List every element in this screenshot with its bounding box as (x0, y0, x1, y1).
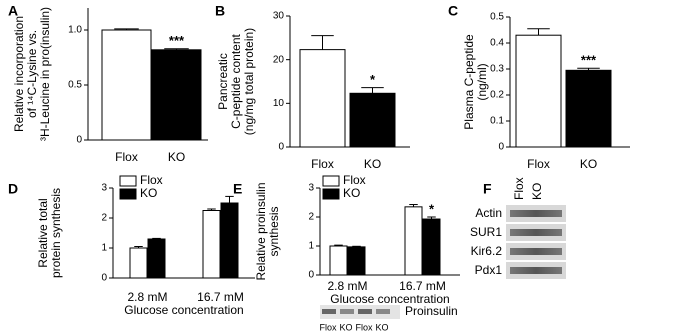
bar (515, 34, 562, 148)
blot-band (358, 309, 372, 314)
y-tick-label: 2 (101, 213, 107, 224)
x-tick-label: Flox (527, 157, 550, 171)
bar (129, 247, 148, 279)
panel-letter: B (215, 3, 225, 19)
blot-band (510, 210, 562, 217)
y-axis-label: synthesis (267, 206, 281, 256)
bar (422, 218, 441, 276)
y-tick-label: 1.0 (68, 25, 82, 36)
x-axis-label: Glucose concentration (330, 292, 449, 306)
blot-band (340, 309, 354, 314)
legend-label: Flox (140, 173, 163, 187)
y-tick-label: 0.2 (490, 90, 504, 101)
bar (151, 49, 202, 141)
annotation: *** (581, 53, 597, 68)
y-axis-label: Relative proinsulin (254, 182, 268, 280)
panel-letter: C (448, 3, 458, 19)
blot-lane-label: Flox (512, 177, 526, 200)
y-axis-label: (ng/mg total protein) (242, 28, 256, 135)
x-tick-label: Flox (115, 150, 138, 164)
y-axis-label: protein synthesis (49, 188, 63, 278)
y-tick-label: 0.5 (490, 12, 504, 23)
panel-letter: F (483, 181, 492, 197)
blot-band (376, 309, 390, 314)
bar (404, 206, 423, 276)
x-tick-label: 2.8 mM (127, 290, 167, 304)
bar (329, 245, 348, 276)
x-axis-label: Glucose concentration (124, 303, 243, 317)
legend-swatch (119, 188, 137, 200)
y-tick-label: 0.5 (68, 80, 82, 91)
y-tick-label: 0.4 (490, 38, 504, 49)
y-axis-label: Relative total (36, 198, 50, 267)
bar (147, 238, 166, 279)
blot-row-label: Kir6.2 (471, 244, 503, 258)
y-tick-label: 0.1 (490, 116, 504, 127)
blot-lane-label: Flox (355, 322, 373, 332)
y-tick-label: 0 (76, 135, 82, 146)
x-tick-label: 16.7 mM (399, 279, 446, 293)
y-tick-label: 2 (308, 212, 314, 223)
bar (299, 49, 346, 148)
y-tick-label: 30 (273, 11, 285, 22)
y-tick-label: 0 (278, 142, 284, 153)
y-tick-label: 0.3 (490, 64, 504, 75)
y-tick-label: 0 (101, 273, 107, 284)
bar (101, 29, 152, 141)
x-tick-label: 16.7 mM (197, 290, 244, 304)
legend-swatch (322, 188, 340, 200)
y-axis-label: Relative incorporation (12, 16, 26, 132)
blot-lane-label: KO (375, 322, 388, 332)
y-tick-label: 0 (308, 270, 314, 281)
x-tick-label: KO (364, 157, 381, 171)
blot-band (510, 248, 562, 255)
y-axis-label: of ¹⁴C-Lysine vs. (25, 30, 39, 118)
y-tick-label: 10 (273, 98, 285, 109)
y-axis-label: C-peptide content (229, 33, 243, 128)
y-axis-label: ³H-Leucine in pro(insulin) (38, 7, 52, 141)
y-axis-label: (ng/ml) (475, 63, 489, 100)
bar (565, 69, 612, 148)
x-tick-label: Flox (311, 157, 334, 171)
blot-band (510, 267, 562, 274)
legend-swatch (322, 175, 340, 187)
y-axis-label: Plasma C-peptide (462, 34, 476, 130)
y-axis-label: Pancreatic (216, 53, 230, 110)
annotation: * (370, 72, 376, 87)
y-tick-label: 1 (308, 241, 314, 252)
y-tick-label: 20 (273, 54, 285, 65)
bar (347, 246, 366, 276)
bar (349, 92, 396, 148)
x-tick-label: KO (580, 157, 597, 171)
panel-letter: A (8, 3, 18, 19)
panel-letter: D (8, 181, 18, 197)
legend-label: Flox (343, 173, 366, 187)
blot-row-label: SUR1 (470, 225, 502, 239)
blot-row-label: Actin (475, 206, 502, 220)
legend-label: KO (343, 186, 360, 200)
y-tick-label: 0 (498, 142, 504, 153)
blot-band (510, 229, 562, 236)
y-tick-label: 3 (308, 183, 314, 194)
panel-letter: E (233, 181, 242, 197)
blot-lane-label: KO (530, 183, 544, 200)
bar (220, 202, 239, 279)
blot-label: Proinsulin (405, 304, 458, 318)
annotation: *** (169, 33, 185, 48)
y-tick-label: 1 (101, 243, 107, 254)
legend-swatch (119, 175, 137, 187)
annotation: * (429, 201, 435, 216)
blot-lane-label: Flox (319, 322, 337, 332)
y-tick-label: 3 (101, 183, 107, 194)
legend-label: KO (140, 186, 157, 200)
blot-band (322, 309, 336, 314)
x-tick-label: KO (168, 150, 185, 164)
blot-row-label: Pdx1 (475, 263, 503, 277)
x-tick-label: 2.8 mM (327, 279, 367, 293)
bar (202, 210, 221, 279)
blot-lane-label: KO (339, 322, 352, 332)
